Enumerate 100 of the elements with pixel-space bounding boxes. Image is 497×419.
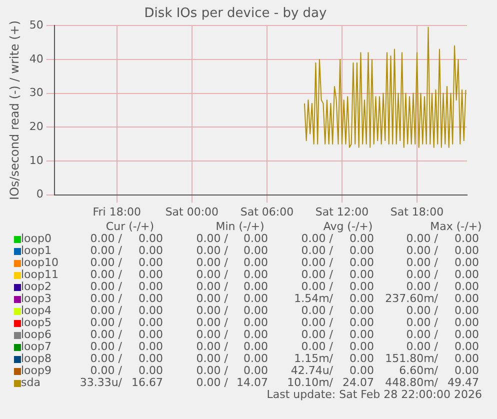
text: 0.00 [350, 328, 374, 341]
text: 0.00 [244, 352, 268, 365]
legend-label: loop4 [21, 304, 52, 317]
text: 0.00 [244, 280, 268, 293]
text: 0.00 [454, 304, 479, 317]
chart-title: Disk IOs per device - by day [144, 6, 328, 22]
text: 0.00 / [196, 304, 228, 317]
text: 0.00 / [301, 232, 333, 245]
text: 0.00 [350, 292, 374, 305]
text: 0.00 / [90, 352, 122, 365]
text: 0.00 / [90, 316, 122, 329]
text: 0.00 [454, 292, 479, 305]
text: 0.00 [350, 304, 374, 317]
text: 42.74u/ [290, 364, 333, 377]
text: 0.00 [350, 244, 374, 257]
text: 0.00 / [301, 328, 333, 341]
text: 151.80m/ [385, 352, 438, 365]
text: 0.00 / [406, 304, 438, 317]
legend-label: loop2 [21, 280, 52, 293]
text: 0.00 [138, 244, 163, 257]
text: 0.00 [454, 268, 479, 281]
text: Last update: Sat Feb 28 22:00:00 2026 [266, 388, 482, 401]
text: 0.00 [244, 340, 268, 353]
y-tick-label: 30 [29, 86, 44, 100]
text: 0.00 [454, 352, 479, 365]
legend-label: loop11 [21, 268, 58, 281]
text: 0.00 / [301, 256, 333, 269]
text: 0.00 / [406, 328, 438, 341]
legend-label: loop6 [21, 328, 52, 341]
legend-label: loop10 [21, 256, 58, 269]
y-tick-label: 10 [29, 154, 44, 167]
text: 33.33u/ [80, 376, 122, 389]
text: 0.00 / [90, 364, 122, 377]
text: 237.60m/ [385, 292, 438, 305]
text: 0.00 [454, 280, 479, 293]
text: 0.00 [350, 340, 374, 353]
text: 0.00 [138, 352, 163, 365]
text: 0.00 / [196, 292, 228, 305]
text: 6.60m/ [399, 364, 438, 377]
text: 0.00 / [406, 340, 438, 353]
text: 0.00 [244, 292, 268, 305]
text: Cur (-/+) [104, 220, 156, 233]
text: 0.00 / [196, 244, 228, 257]
text: 1.54m/ [294, 292, 333, 305]
text: 0.00 / [196, 256, 228, 269]
text: 0.00 [350, 280, 374, 293]
x-tick-label: Sat 12:00 [315, 205, 369, 218]
text: 24.07 [342, 376, 374, 389]
text: 0.00 / [90, 328, 122, 341]
text: 0.00 [350, 268, 374, 281]
text: 0.00 / [90, 292, 122, 305]
text: 0.00 [244, 316, 268, 329]
text: 0.00 [244, 364, 268, 377]
x-tick-label: Sat 18:00 [390, 205, 444, 218]
legend-label: loop9 [21, 364, 52, 377]
text: Min (-/+) [214, 220, 266, 233]
text: 0.00 / [196, 268, 228, 281]
text: 0.00 / [90, 340, 122, 353]
text: 0.00 / [90, 268, 122, 281]
text: 0.00 / [90, 280, 122, 293]
text: 0.00 [454, 328, 479, 341]
text: 0.00 / [90, 232, 122, 245]
text: 0.00 [350, 364, 374, 377]
text: 0.00 / [301, 316, 333, 329]
legend-label: loop8 [21, 352, 52, 365]
text: 16.67 [132, 376, 163, 389]
text: 0.00 [454, 364, 479, 377]
text: 0.00 / [90, 256, 122, 269]
legend-label: sda [21, 376, 40, 389]
text: 0.00 [350, 256, 374, 269]
legend-label: loop7 [21, 340, 52, 353]
text: 0.00 [138, 268, 163, 281]
text: 448.80m/ [385, 376, 438, 389]
text: 0.00 [244, 268, 268, 281]
text: 0.00 / [196, 232, 228, 245]
text: 0.00 [244, 244, 268, 257]
text: 0.00 / [406, 280, 438, 293]
text: 0.00 [138, 364, 163, 377]
text: 0.00 / [196, 280, 228, 293]
text: 1.15m/ [294, 352, 333, 365]
text: 0.00 [244, 328, 268, 341]
text: 0.00 [454, 256, 479, 269]
text: 0.00 / [196, 328, 228, 341]
text: 0.00 / [90, 304, 122, 317]
x-tick-label: Sat 00:00 [165, 205, 219, 218]
y-tick-label: 40 [29, 52, 44, 66]
text: 0.00 / [196, 352, 228, 365]
text: 0.00 / [301, 280, 333, 293]
text: 0.00 / [90, 244, 122, 257]
text: 0.00 [454, 340, 479, 353]
text: 0.00 [350, 232, 374, 245]
text: 0.00 [138, 292, 163, 305]
text: 0.00 / [406, 268, 438, 281]
text: 14.07 [236, 376, 268, 389]
text: Avg (-/+) [322, 220, 374, 233]
text: 0.00 / [301, 244, 333, 257]
text: 0.00 / [406, 256, 438, 269]
y-tick-label: 50 [29, 18, 44, 32]
text: 0.00 [138, 316, 163, 329]
text: 0.00 / [196, 376, 228, 389]
